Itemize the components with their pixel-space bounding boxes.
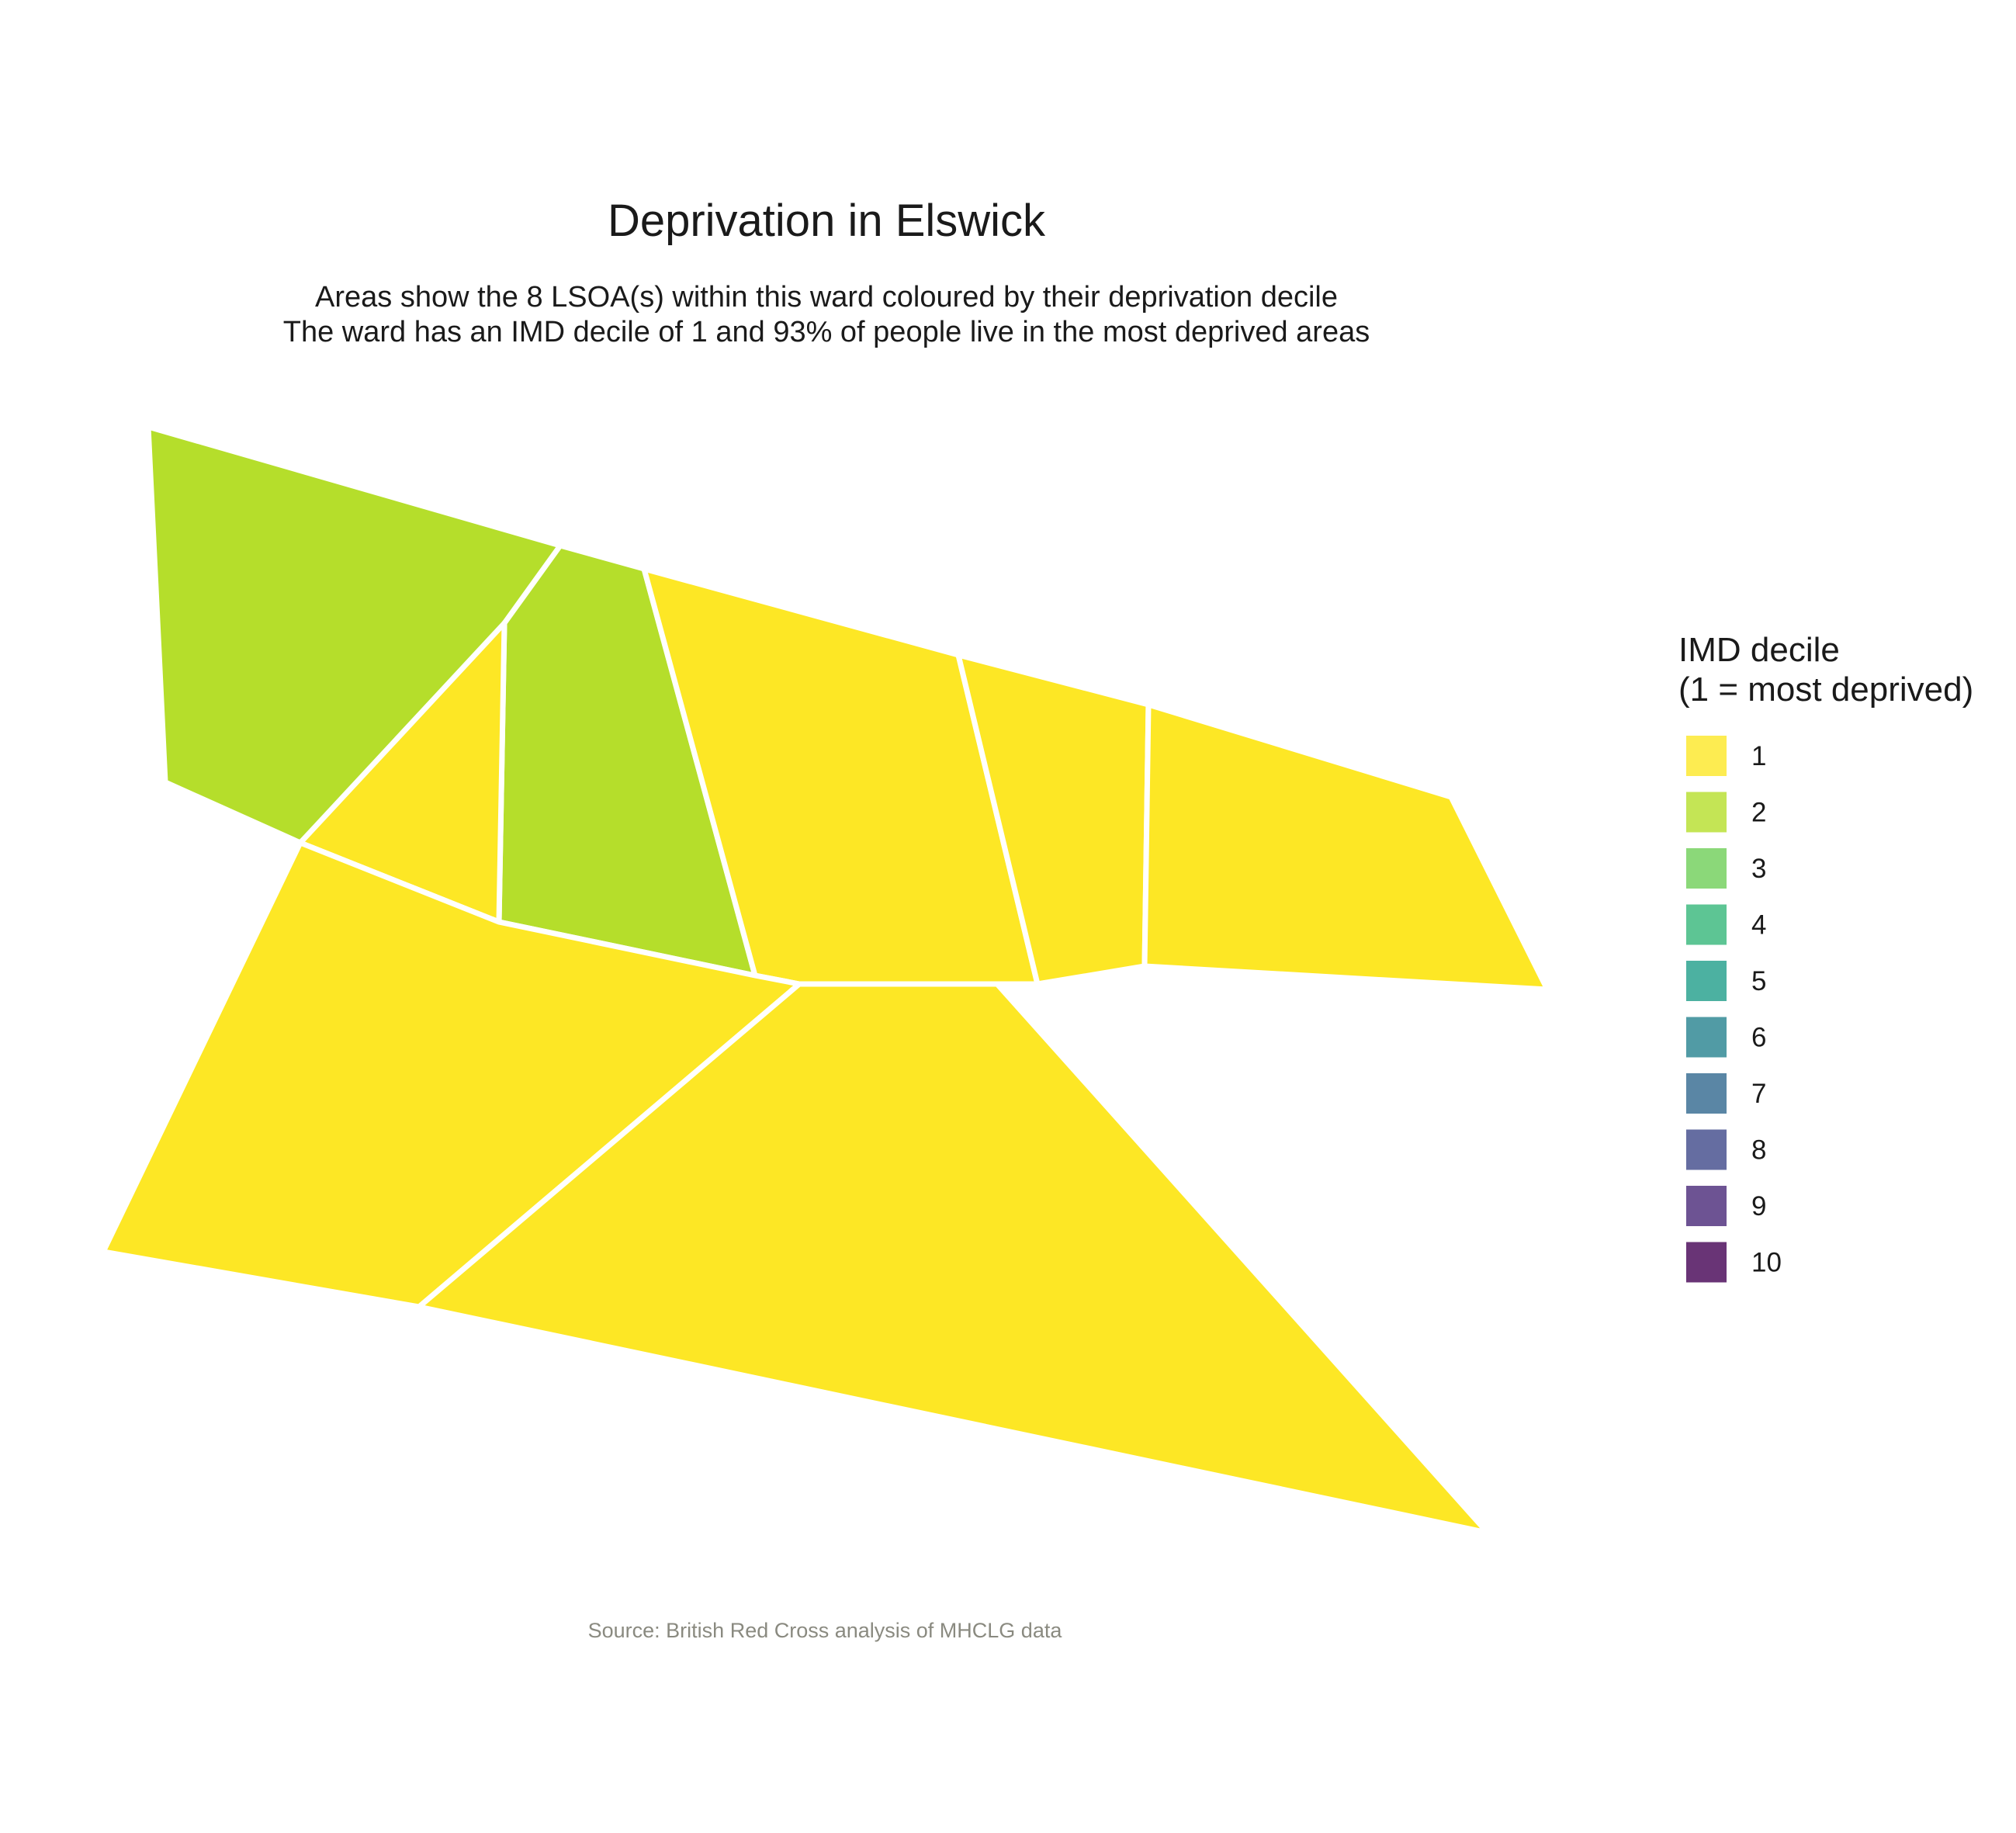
- legend-title-line-2: (1 = most deprived): [1678, 670, 1973, 709]
- source-caption: Source: British Red Cross analysis of MH…: [588, 1619, 1063, 1642]
- legend: IMD decile (1 = most deprived) 1 2 3 4 5 6 7 8 9…: [1678, 631, 1973, 1283]
- legend-label-4: 4: [1751, 910, 1766, 941]
- legend-items: 1 2 3 4 5 6 7 8 9 10: [1686, 736, 1782, 1283]
- legend-label-2: 2: [1751, 798, 1766, 828]
- map-subtitle-line-2: The ward has an IMD decile of 1 and 93% …: [283, 316, 1370, 348]
- legend-key-9: [1686, 1186, 1727, 1226]
- legend-label-9: 9: [1751, 1191, 1766, 1221]
- legend-key-7: [1686, 1073, 1727, 1114]
- legend-label-5: 5: [1751, 966, 1766, 996]
- legend-title-line-1: IMD decile: [1678, 631, 1840, 669]
- map-areas: [99, 423, 1552, 1537]
- legend-key-4: [1686, 904, 1727, 945]
- lsoa-area: [1141, 701, 1552, 993]
- map-subtitle-line-1: Areas show the 8 LSOA(s) within this war…: [315, 281, 1338, 314]
- legend-key-1: [1686, 736, 1727, 776]
- lsoa-area: [413, 981, 1495, 1537]
- legend-key-2: [1686, 792, 1727, 833]
- legend-key-3: [1686, 848, 1727, 889]
- legend-key-10: [1686, 1242, 1727, 1283]
- legend-label-10: 10: [1751, 1248, 1782, 1278]
- map-title: Deprivation in Elswick: [608, 196, 1046, 246]
- legend-key-5: [1686, 961, 1727, 1001]
- legend-label-6: 6: [1751, 1023, 1766, 1053]
- legend-key-6: [1686, 1017, 1727, 1058]
- legend-label-7: 7: [1751, 1079, 1766, 1109]
- legend-label-1: 1: [1751, 741, 1766, 771]
- legend-label-8: 8: [1751, 1135, 1766, 1166]
- legend-label-3: 3: [1751, 854, 1766, 884]
- legend-key-8: [1686, 1129, 1727, 1170]
